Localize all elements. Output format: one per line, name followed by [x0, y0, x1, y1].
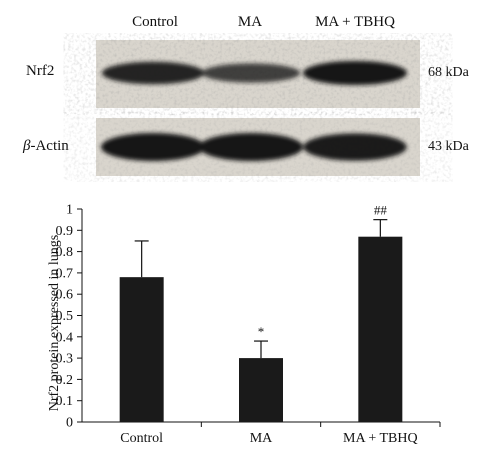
actin-suffix: -Actin: [30, 138, 69, 154]
nrf2-band-3: [303, 61, 407, 85]
actin-band-3: [303, 133, 407, 161]
lane-label-ma: MA: [237, 14, 263, 30]
bar-3: [358, 236, 403, 422]
beta-symbol: β: [23, 138, 31, 154]
nrf2-mw-label: 68 kDa: [428, 65, 469, 80]
y-axis-title: Nrf2 protein expressed in lungs: [47, 235, 62, 412]
y-tick-label: 0: [66, 416, 73, 431]
x-tick-label: MA + TBHQ: [343, 431, 418, 446]
y-tick-label: 0.5: [56, 309, 74, 324]
y-tick-label: 1: [66, 203, 73, 218]
lane-label-control: Control: [132, 14, 178, 30]
x-axis: Control MA MA + TBHQ: [82, 421, 441, 446]
y-tick-label: 0.7: [56, 266, 74, 281]
bars: * ##: [119, 203, 403, 422]
y-tick-label: 0.2: [56, 373, 74, 388]
x-tick-label: MA: [250, 431, 273, 446]
y-tick-label: 0.9: [56, 224, 74, 239]
nrf2-row-label: Nrf2: [26, 63, 55, 79]
significance-marker-2: *: [258, 324, 265, 339]
x-tick-label: Control: [120, 431, 163, 446]
nrf2-band-1: [101, 61, 205, 85]
bar-chart: 0 0.1 0.2 0.3 0.4 0.5 0.6 0.7 0.8 0.9 1 Control MA M…: [47, 203, 441, 446]
blot-panels: [96, 40, 420, 176]
nrf2-band-2: [201, 63, 301, 83]
y-tick-label: 0.1: [56, 394, 74, 409]
actin-band-2: [199, 133, 303, 161]
bar-1: [119, 277, 164, 422]
y-tick-label: 0.3: [56, 352, 74, 367]
y-tick-label: 0.8: [56, 245, 74, 260]
actin-mw-label: 43 kDa: [428, 139, 469, 154]
lane-label-ma-tbhq: MA + TBHQ: [315, 14, 395, 30]
y-axis: 0 0.1 0.2 0.3 0.4 0.5 0.6 0.7 0.8 0.9 1: [56, 203, 83, 431]
y-tick-label: 0.6: [56, 288, 74, 303]
bar-2: [239, 358, 283, 422]
western-blot: Control MA MA + TBHQ Nrf2 β-Actin 68 kDa…: [0, 0, 500, 200]
actin-row-label: β-Actin: [23, 138, 69, 155]
y-tick-label: 0.4: [56, 330, 74, 345]
actin-band-1: [101, 133, 205, 161]
significance-marker-3: ##: [374, 203, 388, 218]
